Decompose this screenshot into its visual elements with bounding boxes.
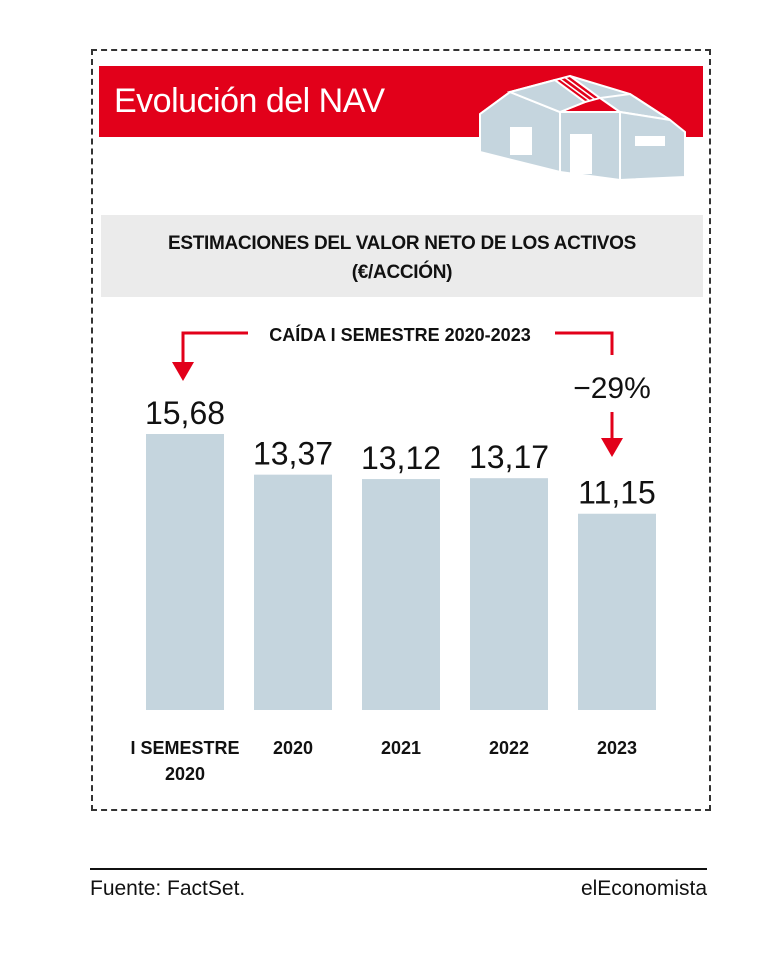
warehouse-icon <box>479 74 686 182</box>
value-label-2: 13,12 <box>361 440 441 476</box>
bar-1 <box>254 474 332 710</box>
category-label-0-1: 2020 <box>165 764 205 784</box>
bar-2 <box>362 479 440 710</box>
bar-4 <box>578 513 656 710</box>
value-label-4: 11,15 <box>578 475 656 511</box>
annotation-bracket-left <box>181 331 248 365</box>
chart-subtitle-line1: ESTIMACIONES DEL VALOR NETO DE LOS ACTIV… <box>167 233 637 254</box>
bar-0 <box>146 434 224 710</box>
chart-frame <box>91 49 711 811</box>
source-note: Fuente: FactSet. <box>90 877 246 900</box>
annotation-change: −29% <box>573 372 651 405</box>
chart-subtitle-line2: (€/ACCIÓN) <box>351 262 453 283</box>
value-label-3: 13,17 <box>469 439 549 475</box>
category-label-2-0: 2021 <box>381 738 421 758</box>
bar-3 <box>470 478 548 710</box>
category-label-0-0: I SEMESTRE <box>130 738 239 758</box>
category-label-4-0: 2023 <box>597 738 637 758</box>
category-label-1-0: 2020 <box>273 738 313 758</box>
value-label-1: 13,37 <box>253 436 333 472</box>
brand-logo: elEconomista <box>580 877 707 900</box>
category-label-3-0: 2022 <box>489 738 529 758</box>
annotation-bracket-right <box>555 331 614 355</box>
annotation-arrow-right <box>601 438 623 457</box>
subtitle-box <box>101 215 703 297</box>
annotation-label: CAÍDA I SEMESTRE 2020-2023 <box>269 324 530 345</box>
chart-title: Evolución del NAV <box>114 82 385 120</box>
annotation-arrow-left <box>172 362 194 381</box>
value-label-0: 15,68 <box>145 395 225 431</box>
footer-rule <box>90 868 707 870</box>
